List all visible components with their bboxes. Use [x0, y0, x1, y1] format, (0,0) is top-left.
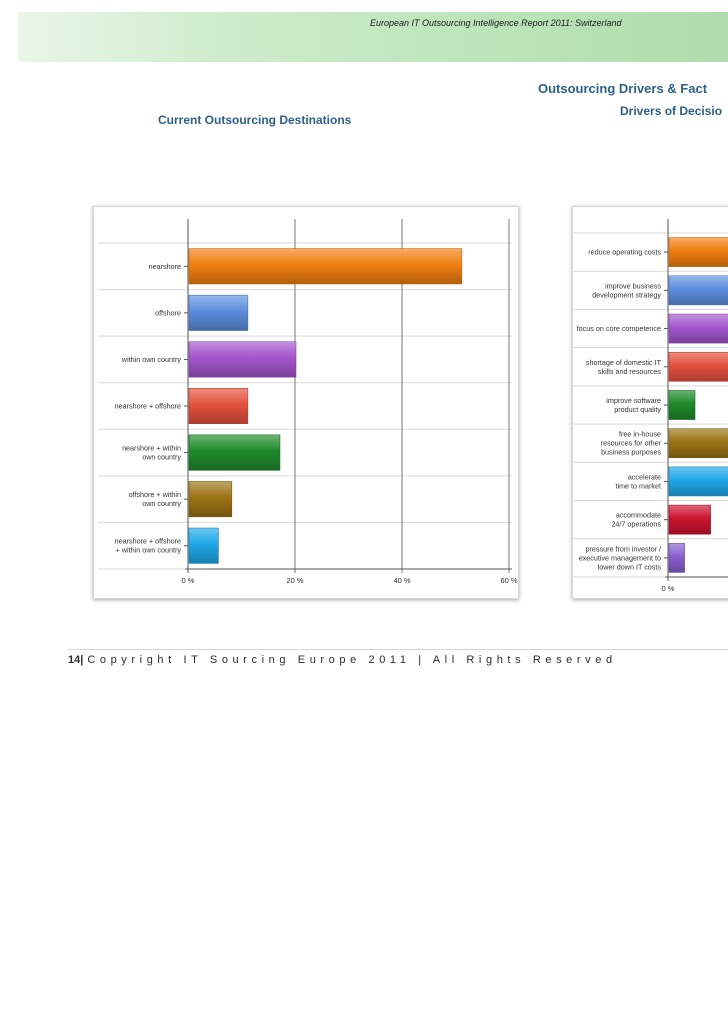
drivers-category-label: 24/7 operations	[611, 520, 661, 529]
destinations-category-label: within own country	[121, 355, 182, 364]
copyright-text: Copyright IT Sourcing Europe 2011 | All …	[87, 654, 617, 666]
destinations-bar	[188, 388, 249, 424]
destinations-category-label: nearshore + within	[122, 444, 181, 453]
drivers-category-label: accelerate	[628, 472, 661, 481]
drivers-bar	[668, 351, 728, 382]
destinations-x-tick-label: 0 %	[182, 576, 195, 585]
header-band	[18, 12, 728, 62]
destinations-category-label: nearshore + offshore	[115, 537, 181, 546]
drivers-bar	[668, 237, 728, 267]
drivers-category-label: resources for other	[601, 439, 662, 448]
destinations-bar	[188, 527, 219, 564]
drivers-bar	[668, 466, 728, 497]
drivers-category-label: business purposes	[601, 448, 661, 457]
destinations-bar	[188, 481, 233, 518]
drivers-category-label: focus on core competence	[577, 324, 661, 333]
destinations-x-tick-label: 60 %	[500, 576, 517, 585]
destinations-bar	[188, 248, 463, 285]
drivers-category-label: reduce operating costs	[588, 248, 661, 257]
drivers-category-label: shortage of domestic IT	[586, 358, 662, 367]
drivers-category-label: skills and resources	[598, 367, 662, 376]
drivers-bar-chart: 0 % reduce operating costs improve busines…	[573, 219, 728, 593]
drivers-category-label: product quality	[614, 405, 661, 414]
footer: 14| Copyright IT Sourcing Europe 2011 | A…	[68, 654, 617, 666]
section-title: Outsourcing Drivers & Fact	[538, 81, 708, 96]
drivers-chart-title: Drivers of Decisio	[620, 104, 723, 118]
destinations-category-label: own country	[142, 453, 181, 462]
drivers-category-label: accommodate	[616, 511, 661, 520]
drivers-category-label: improve business	[605, 281, 661, 290]
drivers-category-label: free in-house	[619, 430, 661, 439]
destinations-chart-title: Current Outsourcing Destinations	[158, 113, 352, 127]
destinations-bar-chart: 0 % 20 % 40 % 60 % nearshore offshore within o…	[98, 219, 518, 585]
destinations-category-label: offshore + within	[129, 490, 181, 499]
drivers-category-label: improve software	[606, 396, 661, 405]
report-title: European IT Outsourcing Intelligence Rep…	[370, 18, 622, 28]
page-number: 14	[68, 654, 81, 666]
destinations-x-tick-label: 40 %	[393, 576, 410, 585]
footer-separator: |	[80, 654, 84, 666]
drivers-category-label: development strategy	[592, 290, 661, 299]
destinations-category-label: own country	[142, 499, 181, 508]
destinations-bar	[188, 341, 297, 378]
drivers-chart-panel: 0 % reduce operating costs improve busines…	[572, 206, 728, 599]
destinations-chart-panel: 0 % 20 % 40 % 60 % nearshore offshore within o…	[93, 206, 519, 599]
drivers-bar	[668, 504, 711, 535]
drivers-bar	[668, 313, 728, 344]
footer-rule	[68, 649, 728, 650]
drivers-category-label: executive management to	[579, 553, 661, 562]
drivers-bar	[668, 390, 696, 420]
drivers-category-label: pressure from investor /	[586, 544, 662, 553]
drivers-category-label: time to market	[615, 481, 661, 490]
destinations-category-label: nearshore + offshore	[115, 402, 181, 411]
destinations-category-label: + within own country	[116, 546, 182, 555]
drivers-category-label: lower down IT costs	[598, 562, 662, 571]
destinations-bar	[188, 294, 249, 331]
destinations-category-label: nearshore	[149, 262, 181, 271]
drivers-bar	[668, 428, 728, 459]
destinations-bar	[188, 434, 281, 471]
drivers-bar	[668, 275, 728, 306]
destinations-x-tick-label: 20 %	[286, 576, 303, 585]
destinations-category-label: offshore	[155, 308, 181, 317]
drivers-bar	[668, 543, 685, 573]
drivers-x-tick-label: 0 %	[662, 584, 675, 593]
